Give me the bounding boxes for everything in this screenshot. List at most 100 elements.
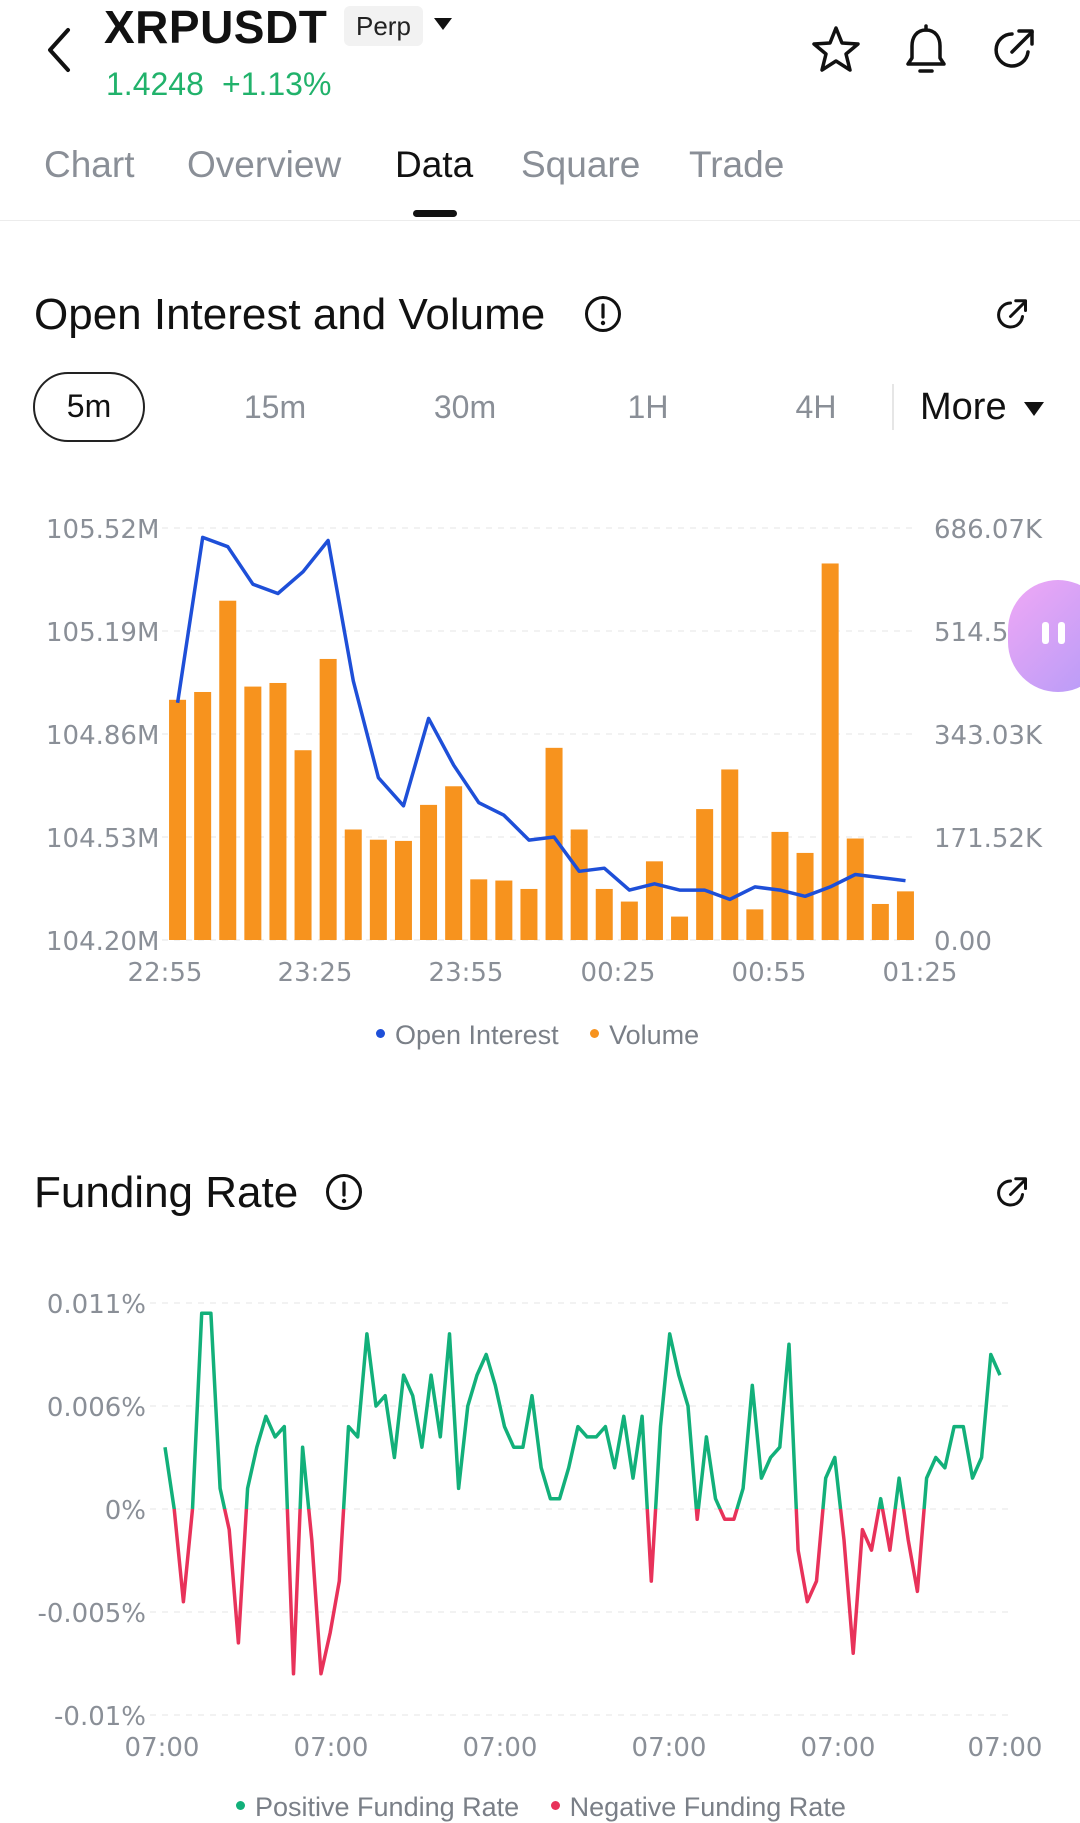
volume-bar xyxy=(445,786,463,940)
more-intervals-button[interactable]: More xyxy=(920,372,1045,442)
interval-selector: 5m 15m 30m 1H 4H More xyxy=(0,372,1080,444)
volume-bar xyxy=(520,888,538,940)
oi-legend: Open Interest Volume xyxy=(376,1020,699,1051)
volume-bar xyxy=(269,682,287,940)
volume-bar xyxy=(369,839,387,940)
y-right-tick-label: 686.07K xyxy=(934,515,1043,545)
volume-bar xyxy=(545,747,563,940)
x-tick-label: 07:00 xyxy=(632,1733,707,1760)
interval-15m[interactable]: 15m xyxy=(243,389,307,425)
x-tick-label: 07:00 xyxy=(294,1733,369,1760)
oi-section-title: Open Interest and Volume xyxy=(34,290,546,339)
funding-info-icon[interactable] xyxy=(325,1173,363,1211)
tab-data[interactable]: Data xyxy=(395,144,474,185)
y-right-tick-label: 0.00 xyxy=(934,927,992,957)
volume-bar xyxy=(394,840,412,940)
volume-bar xyxy=(871,903,889,940)
y-right-tick-label: 171.52K xyxy=(934,824,1043,854)
legend-item-volume: Volume xyxy=(590,1020,699,1050)
interval-30m[interactable]: 30m xyxy=(433,389,497,425)
x-tick-label: 07:00 xyxy=(125,1733,200,1760)
positive-funding-line xyxy=(163,1311,1002,1509)
interval-5m[interactable]: 5m xyxy=(33,372,145,442)
funding-share-icon[interactable] xyxy=(991,1172,1033,1214)
more-label: More xyxy=(920,386,1007,428)
tab-overview[interactable]: Overview xyxy=(187,144,342,185)
volume-bar xyxy=(294,750,312,940)
x-tick-label: 07:00 xyxy=(968,1733,1043,1760)
volume-bar xyxy=(169,699,187,940)
caret-down-icon[interactable] xyxy=(432,16,454,32)
volume-bar xyxy=(620,901,638,940)
tab-square[interactable]: Square xyxy=(521,144,641,185)
x-tick-label: 01:25 xyxy=(883,958,958,988)
volume-bar xyxy=(696,809,714,940)
y-tick-label: -0.01% xyxy=(54,1702,146,1732)
funding-rate-chart[interactable]: 0.011%0.006%0%-0.005%-0.01%07:00 07:00 07:… xyxy=(0,1270,1080,1760)
legend-item-negative-funding: Negative Funding Rate xyxy=(550,1792,846,1822)
oi-info-icon[interactable] xyxy=(584,295,622,333)
volume-bar xyxy=(570,829,588,940)
x-tick-label: 23:25 xyxy=(278,958,353,988)
legend-item-open-interest: Open Interest xyxy=(376,1020,559,1050)
x-tick-label: 07:00 xyxy=(801,1733,876,1760)
symbol-title: XRPUSDT xyxy=(104,1,328,53)
last-price: 1.4248 xyxy=(106,66,204,102)
contract-type-badge[interactable]: Perp xyxy=(344,6,423,46)
x-tick-label: 23:55 xyxy=(429,958,504,988)
x-tick-label: 00:55 xyxy=(732,958,807,988)
volume-bar xyxy=(244,686,262,940)
tab-chart[interactable]: Chart xyxy=(44,144,135,185)
interval-4h[interactable]: 4H xyxy=(795,389,837,425)
volume-bar xyxy=(645,861,663,940)
header: XRPUSDT Perp 1.4248 +1.13% xyxy=(0,0,1080,110)
volume-bar xyxy=(219,600,237,940)
volume-bar xyxy=(896,891,914,940)
y-left-tick-label: 105.19M xyxy=(46,618,159,648)
star-icon[interactable] xyxy=(808,22,864,78)
volume-bar xyxy=(495,880,513,940)
legend-dot-icon xyxy=(376,1029,385,1039)
volume-bar xyxy=(771,831,789,940)
open-interest-line xyxy=(175,535,906,902)
floating-assistant-button[interactable] xyxy=(1008,580,1080,692)
price-change: +1.13% xyxy=(222,66,332,102)
volume-bar xyxy=(721,769,739,940)
volume-bar xyxy=(671,916,689,940)
volume-bar xyxy=(194,691,212,940)
interval-1h[interactable]: 1H xyxy=(627,389,669,425)
x-tick-label: 00:25 xyxy=(581,958,656,988)
y-tick-label: -0.005% xyxy=(37,1599,146,1629)
y-left-tick-label: 104.53M xyxy=(46,824,159,854)
tab-bar: Chart Overview Data Square Trade xyxy=(0,138,1080,221)
tab-trade[interactable]: Trade xyxy=(689,144,785,185)
open-interest-volume-chart[interactable]: 105.52M 105.19M 104.86M 104.53M 104.20M 686.0… xyxy=(0,490,1080,1030)
volume-bar xyxy=(420,804,438,940)
active-tab-indicator xyxy=(413,210,457,217)
volume-bar xyxy=(746,909,764,940)
funding-section-title: Funding Rate xyxy=(34,1168,299,1217)
y-right-tick-label: 343.03K xyxy=(934,721,1043,751)
x-tick-label: 07:00 xyxy=(463,1733,538,1760)
volume-bar xyxy=(821,563,839,940)
oi-share-icon[interactable] xyxy=(991,294,1033,336)
negative-funding-line xyxy=(172,1509,926,1676)
bell-icon[interactable] xyxy=(898,22,954,78)
volume-bar xyxy=(846,838,864,940)
x-tick-label: 22:55 xyxy=(128,958,203,988)
volume-bar xyxy=(470,879,488,940)
legend-item-positive-funding: Positive Funding Rate xyxy=(236,1792,519,1822)
volume-bar xyxy=(319,658,337,940)
volume-bar xyxy=(344,829,362,940)
volume-bar xyxy=(595,888,613,940)
legend-dot-icon xyxy=(590,1029,600,1039)
interval-divider xyxy=(892,384,894,430)
y-tick-label: 0.006% xyxy=(47,1393,146,1423)
y-left-tick-label: 104.86M xyxy=(46,721,159,751)
share-icon[interactable] xyxy=(986,22,1042,78)
caret-down-icon xyxy=(1024,401,1045,416)
y-tick-label: 0.011% xyxy=(47,1290,146,1320)
legend-dot-icon xyxy=(236,1801,245,1811)
funding-legend: Positive Funding Rate Negative Funding R… xyxy=(236,1792,846,1823)
back-arrow-icon[interactable] xyxy=(40,20,80,80)
